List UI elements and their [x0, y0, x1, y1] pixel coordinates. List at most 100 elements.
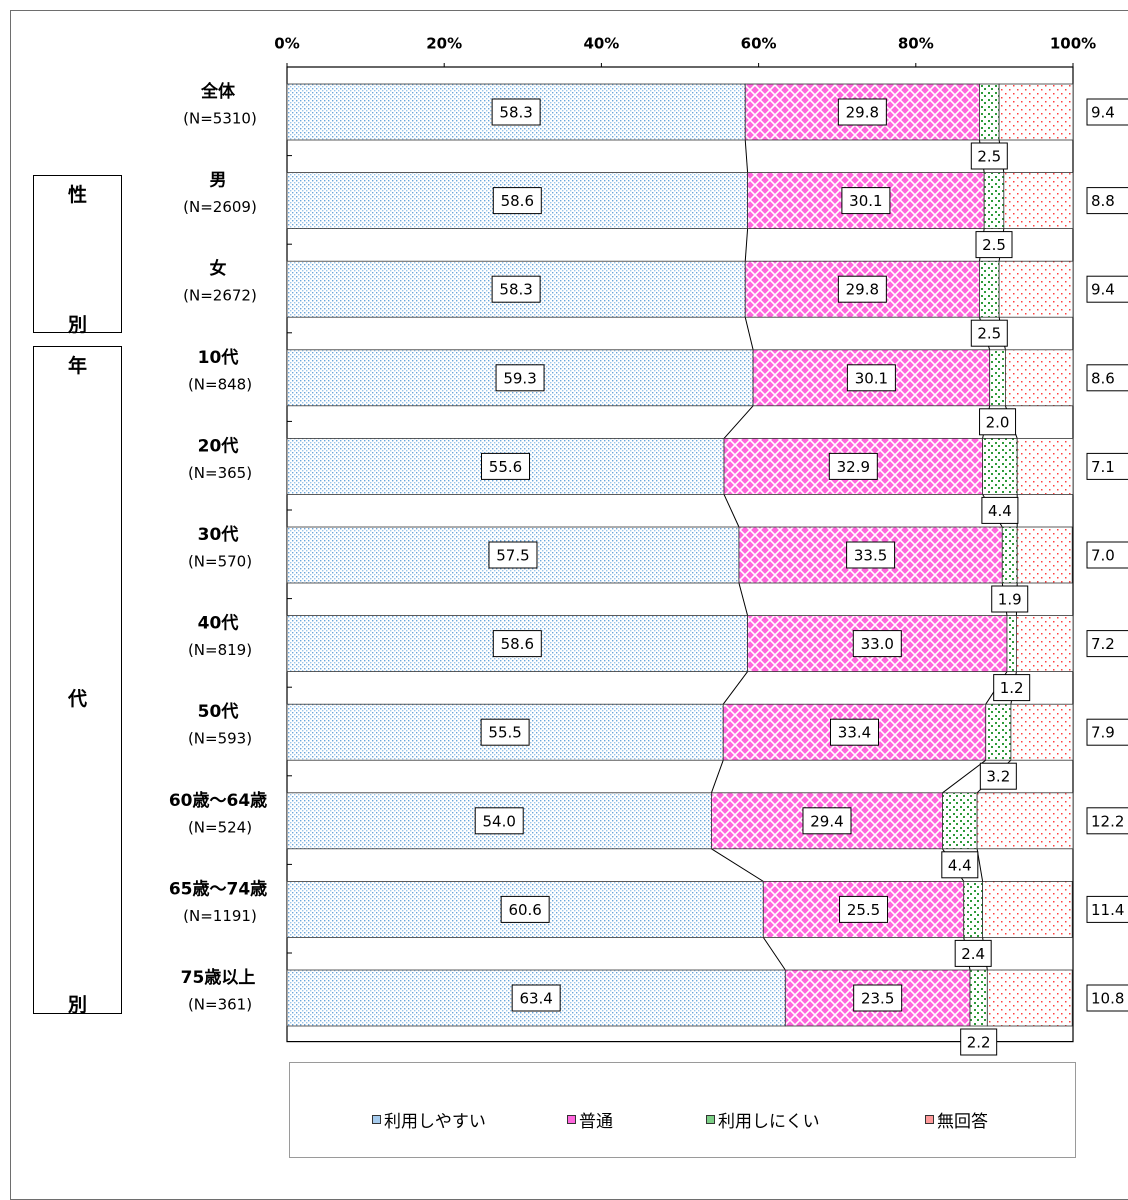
category-label: 75歳以上: [181, 967, 256, 988]
series-connector: [744, 317, 754, 350]
data-label-s4-box: [1086, 807, 1128, 835]
data-label-s3: 2.4: [961, 945, 985, 963]
data-label-s2: 30.1: [849, 192, 882, 210]
category-n-label: (N=570): [188, 553, 252, 571]
data-label-s3: 2.5: [982, 236, 1006, 254]
bar-segment: [979, 260, 1000, 318]
data-label-s2: 33.0: [861, 635, 894, 653]
data-label-s2: 29.4: [810, 812, 843, 830]
data-label-s4: 7.9: [1091, 724, 1115, 742]
bar-segment: [982, 881, 1073, 938]
data-label-s1-box: [481, 452, 531, 480]
legend-swatch: [925, 1115, 934, 1124]
legend-item: 利用しやすい: [372, 1107, 486, 1132]
series-connector: [738, 582, 749, 616]
data-label-s2-box: [829, 718, 879, 746]
category-label: 10代: [198, 347, 239, 368]
category-n-label: (N=848): [188, 375, 252, 393]
bar-segment: [1001, 526, 1018, 584]
data-label-s3-box: [991, 585, 1029, 613]
data-label-s4: 11.4: [1091, 901, 1124, 919]
data-label-s1: 59.3: [503, 369, 536, 387]
group-box-age: 年 代 別: [33, 346, 122, 1016]
series-connector: [762, 937, 786, 971]
data-label-s4: 7.1: [1091, 458, 1115, 476]
data-label-s4-box: [1086, 718, 1128, 746]
data-label-s1: 54.0: [483, 812, 516, 830]
data-label-s2: 23.5: [861, 990, 894, 1008]
series-connector: [711, 848, 764, 882]
category-n-label: (N=5310): [183, 110, 257, 128]
data-label-s2: 29.8: [846, 281, 879, 299]
data-label-s1-box: [474, 807, 524, 835]
x-tick-label: 40%: [583, 35, 619, 53]
data-label-s2-box: [837, 98, 887, 126]
data-label-s4: 12.2: [1091, 812, 1124, 830]
data-label-s3-box: [975, 231, 1013, 259]
data-label-s4: 7.2: [1091, 635, 1115, 653]
bar-segment: [998, 260, 1074, 318]
data-label-s2-box: [828, 452, 878, 480]
group-char: 代: [67, 688, 87, 710]
bar-segment: [1016, 615, 1074, 672]
category-label: 50代: [198, 701, 239, 722]
data-label-s3: 3.2: [986, 768, 1010, 786]
series-connector: [723, 405, 754, 439]
category-n-label: (N=365): [188, 464, 252, 482]
data-label-s3-box: [970, 319, 1008, 347]
bar-segment: [983, 172, 1005, 230]
category-label: 20代: [198, 435, 239, 456]
data-label-s3-box: [981, 496, 1019, 524]
data-label-s3-box: [993, 674, 1031, 702]
data-label-s1: 58.6: [501, 635, 534, 653]
bar-segment: [976, 792, 1074, 850]
bar-segment: [942, 792, 978, 850]
legend-item: 利用しにくい: [706, 1107, 820, 1132]
x-tick-label: 100%: [1050, 35, 1096, 53]
data-label-s3: 1.2: [1000, 679, 1024, 697]
x-tick-label: 80%: [898, 35, 934, 53]
data-label-s4-box: [1086, 364, 1128, 392]
bar-segment: [1016, 437, 1074, 495]
category-n-label: (N=2609): [183, 198, 257, 216]
bar-segment: [985, 703, 1012, 761]
data-label-s2: 33.5: [854, 547, 887, 565]
bar-segment: [1006, 615, 1017, 672]
bar-segment: [982, 437, 1018, 495]
category-n-label: (N=524): [188, 818, 252, 836]
series-connector: [710, 760, 724, 793]
legend: [289, 1062, 1076, 1158]
data-label-s3-box: [960, 1028, 998, 1056]
data-label-s2: 25.5: [847, 901, 880, 919]
data-label-s1: 55.5: [488, 724, 521, 742]
data-label-s1: 58.6: [501, 192, 534, 210]
data-label-s2: 29.8: [846, 104, 879, 122]
category-label: 40代: [198, 613, 239, 634]
bar-segment: [989, 349, 1006, 407]
data-label-s3: 2.0: [986, 413, 1010, 431]
category-n-label: (N=361): [188, 996, 252, 1014]
series-connector: [942, 759, 987, 794]
data-label-s2-box: [853, 984, 903, 1012]
data-label-s4-box: [1086, 275, 1128, 303]
data-label-s4: 9.4: [1091, 281, 1115, 299]
group-char: 別: [67, 994, 87, 1016]
data-label-s4-box: [1086, 984, 1128, 1012]
data-label-s4: 10.8: [1091, 990, 1124, 1008]
series-connector: [723, 494, 740, 528]
legend-item: 普通: [567, 1107, 613, 1132]
group-box-gender: 性 別: [33, 175, 122, 336]
legend-label: 無回答: [937, 1112, 988, 1132]
data-label-s1-box: [495, 364, 545, 392]
data-label-s1-box: [491, 98, 541, 126]
bar-segment: [1003, 172, 1074, 230]
data-label-s3: 2.2: [967, 1034, 991, 1052]
data-label-s1-box: [480, 718, 530, 746]
data-label-s1-box: [492, 630, 542, 658]
data-label-s3-box: [970, 142, 1008, 170]
data-label-s1-box: [491, 275, 541, 303]
data-label-s2-box: [841, 187, 891, 215]
legend-label: 普通: [579, 1112, 613, 1132]
data-label-s1: 57.5: [496, 547, 529, 565]
